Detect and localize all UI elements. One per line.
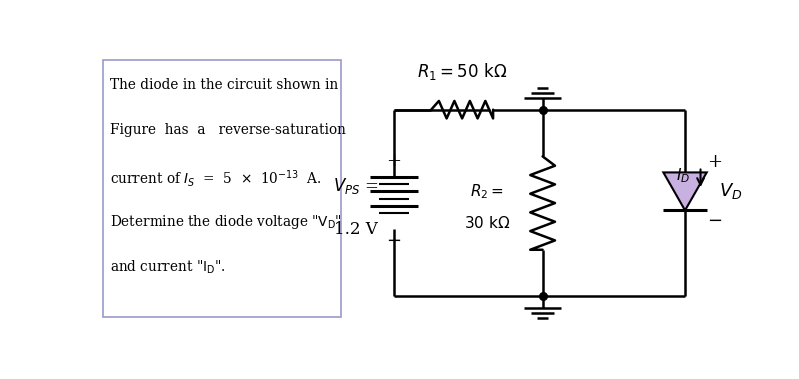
Text: Determine the diode voltage "$\mathrm{V_D}$": Determine the diode voltage "$\mathrm{V_… bbox=[110, 213, 343, 231]
Text: current of $I_S$  =  5  $\times$  10$^{-13}$  A.: current of $I_S$ = 5 $\times$ 10$^{-13}$… bbox=[110, 168, 322, 189]
Text: −: − bbox=[387, 232, 402, 250]
Text: $R_2 =$: $R_2 =$ bbox=[470, 182, 504, 201]
Text: $30\ \mathrm{k}\Omega$: $30\ \mathrm{k}\Omega$ bbox=[463, 216, 510, 232]
Text: and current "$\mathrm{I_D}$".: and current "$\mathrm{I_D}$". bbox=[110, 258, 226, 276]
Polygon shape bbox=[663, 172, 707, 210]
Text: +: + bbox=[707, 153, 722, 171]
Text: $I_D$: $I_D$ bbox=[676, 166, 690, 185]
Text: −: − bbox=[707, 211, 722, 230]
Text: The diode in the circuit shown in: The diode in the circuit shown in bbox=[110, 78, 339, 92]
FancyBboxPatch shape bbox=[103, 60, 341, 317]
Text: $R_1 = 50\ \mathrm{k}\Omega$: $R_1 = 50\ \mathrm{k}\Omega$ bbox=[417, 61, 507, 82]
Text: +: + bbox=[387, 152, 402, 170]
Text: Figure  has  a   reverse-saturation: Figure has a reverse-saturation bbox=[110, 123, 346, 137]
Text: $V_{PS}$ =: $V_{PS}$ = bbox=[332, 175, 379, 196]
Text: $V_D$: $V_D$ bbox=[718, 182, 742, 201]
Text: 1.2 V: 1.2 V bbox=[334, 221, 377, 238]
